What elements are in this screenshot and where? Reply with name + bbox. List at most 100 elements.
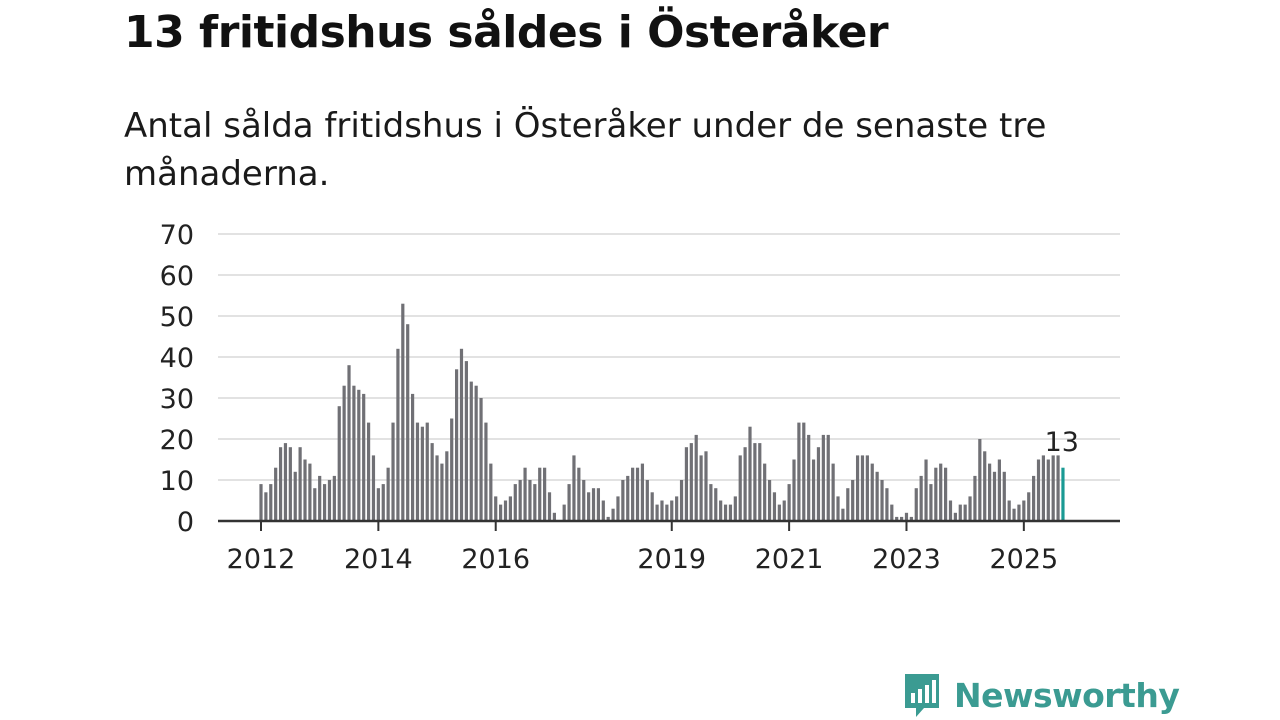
bar	[821, 434, 825, 521]
bar-chart: 0 10 20 30 40 50 60 70 2012 2014 2016 2019 2021 2023…	[160, 220, 1120, 575]
bar	[679, 480, 684, 521]
bar	[758, 443, 762, 521]
bar	[455, 369, 459, 521]
bar	[582, 480, 586, 521]
bar	[899, 516, 904, 521]
bar	[767, 480, 772, 521]
bar	[914, 488, 918, 521]
bar	[1032, 475, 1036, 521]
x-tick-label: 2021	[755, 544, 824, 575]
bar	[635, 467, 640, 521]
bar	[777, 504, 781, 521]
bar	[298, 447, 302, 521]
bar	[1002, 471, 1006, 521]
chart-title: 13 fritidshus såldes i Österåker	[124, 7, 889, 58]
bar	[802, 422, 806, 521]
bar	[552, 512, 556, 521]
bar	[425, 422, 429, 521]
bar	[689, 443, 693, 521]
bar	[547, 492, 552, 521]
bar	[489, 463, 493, 521]
bar	[934, 467, 938, 521]
highlight-bar	[1061, 467, 1065, 521]
bar	[997, 459, 1001, 521]
bar	[1022, 500, 1026, 521]
bar	[293, 471, 297, 521]
bar	[508, 496, 512, 521]
bar	[670, 500, 674, 521]
bar	[811, 459, 816, 521]
bar	[381, 484, 385, 521]
bar	[929, 484, 933, 521]
bar	[376, 488, 380, 521]
y-tick-label: 60	[160, 261, 194, 292]
x-tick-label: 2012	[227, 544, 296, 575]
bar	[880, 480, 884, 521]
bar	[601, 500, 605, 521]
bar	[352, 385, 356, 521]
bar	[278, 447, 283, 521]
bar	[675, 496, 679, 521]
bar	[523, 467, 527, 521]
bar	[792, 459, 796, 521]
bar	[513, 484, 517, 521]
bar	[621, 480, 625, 521]
bar	[415, 422, 420, 521]
bar	[939, 463, 943, 521]
bar	[357, 389, 361, 521]
bar	[860, 455, 865, 521]
bar	[386, 467, 390, 521]
bar	[596, 488, 601, 521]
bar	[841, 508, 845, 521]
bar	[396, 348, 400, 521]
bar	[983, 451, 987, 521]
bar	[885, 488, 889, 521]
bar	[450, 418, 454, 521]
bar	[445, 451, 449, 521]
bar	[1007, 500, 1011, 521]
bar	[391, 422, 395, 521]
bar	[499, 504, 503, 521]
bar	[963, 504, 967, 521]
bar	[836, 496, 840, 521]
bar	[406, 324, 410, 521]
bar	[797, 422, 801, 521]
y-tick-label: 20	[160, 425, 194, 456]
bar	[611, 508, 615, 521]
bar	[855, 455, 860, 521]
bar	[978, 439, 982, 521]
bar	[694, 434, 698, 521]
bar	[719, 500, 723, 521]
y-tick-label: 50	[160, 302, 194, 333]
x-tick-label: 2014	[344, 544, 413, 575]
bar	[738, 455, 742, 521]
bar	[371, 455, 376, 521]
bar	[665, 504, 669, 521]
newsworthy-logo: Newsworthy	[902, 670, 1180, 720]
bar	[640, 463, 645, 521]
bar	[288, 447, 292, 521]
bar	[763, 463, 767, 521]
bar	[807, 434, 811, 521]
bar	[303, 459, 307, 521]
bar	[313, 488, 317, 521]
bar	[787, 484, 791, 521]
bar	[846, 488, 850, 521]
bars	[259, 303, 1065, 521]
bar	[464, 361, 468, 521]
bar	[420, 426, 424, 521]
bar	[401, 303, 405, 521]
bar	[274, 467, 278, 521]
bar	[410, 393, 415, 521]
bar	[494, 496, 498, 521]
bar	[709, 484, 713, 521]
bar	[660, 500, 664, 521]
bar	[1056, 455, 1060, 521]
bar	[650, 492, 654, 521]
bar	[973, 475, 977, 521]
bar	[543, 467, 547, 521]
bar	[1036, 459, 1041, 521]
bar	[924, 459, 928, 521]
bar	[948, 500, 953, 521]
bar	[1046, 459, 1050, 521]
